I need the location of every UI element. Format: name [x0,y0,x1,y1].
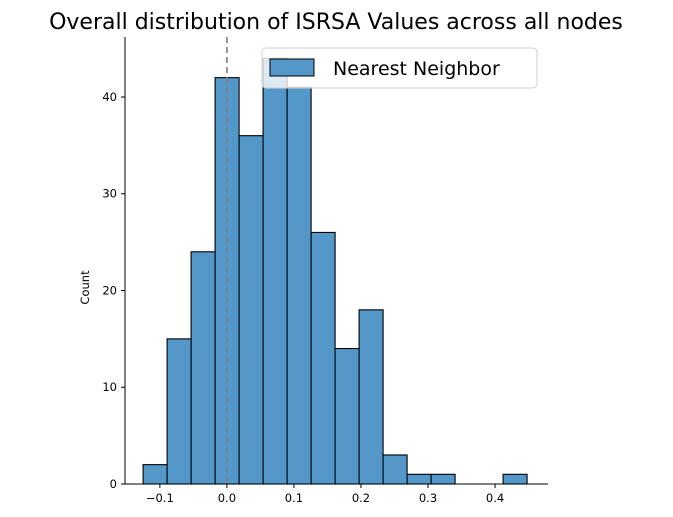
histogram-bar [406,473,432,485]
histogram-bar [358,309,384,485]
y-tick-label: 30 [102,187,117,201]
histogram-bar [334,347,360,485]
x-tick-label: 0.1 [285,491,303,505]
x-ticks: −0.1 0.0 0.1 0.2 0.3 0.4 [146,484,504,505]
histogram-bar [238,135,264,485]
histogram-bar [382,454,408,485]
histogram-bar [262,57,288,485]
histogram-bar [430,473,456,485]
y-tick-label: 40 [102,90,117,104]
x-tick-label: −0.1 [146,491,174,505]
histogram-bar [190,251,216,485]
y-tick-label: 10 [102,380,117,394]
legend-swatch [269,58,315,77]
x-tick-label: 0.4 [486,491,504,505]
x-tick-label: 0.2 [352,491,370,505]
x-tick-label: 0.0 [218,491,236,505]
histogram-bar [502,473,528,485]
histogram-bar [286,86,312,485]
y-ticks: 0 10 20 30 40 [102,90,125,491]
y-tick-label: 20 [102,283,117,297]
y-axis-label: Count [78,270,92,305]
bars-group [142,57,528,485]
axes [124,37,548,485]
histogram-bar [310,231,336,485]
histogram-bar [142,464,168,485]
chart-title: Overall distribution of ISRSA Values acr… [49,10,623,35]
legend-frame [261,47,538,89]
histogram-bar [166,338,192,485]
legend: Nearest Neighbor [261,47,538,89]
x-tick-label: 0.3 [419,491,437,505]
y-tick-label: 0 [110,477,117,491]
legend-label: Nearest Neighbor [333,58,500,80]
